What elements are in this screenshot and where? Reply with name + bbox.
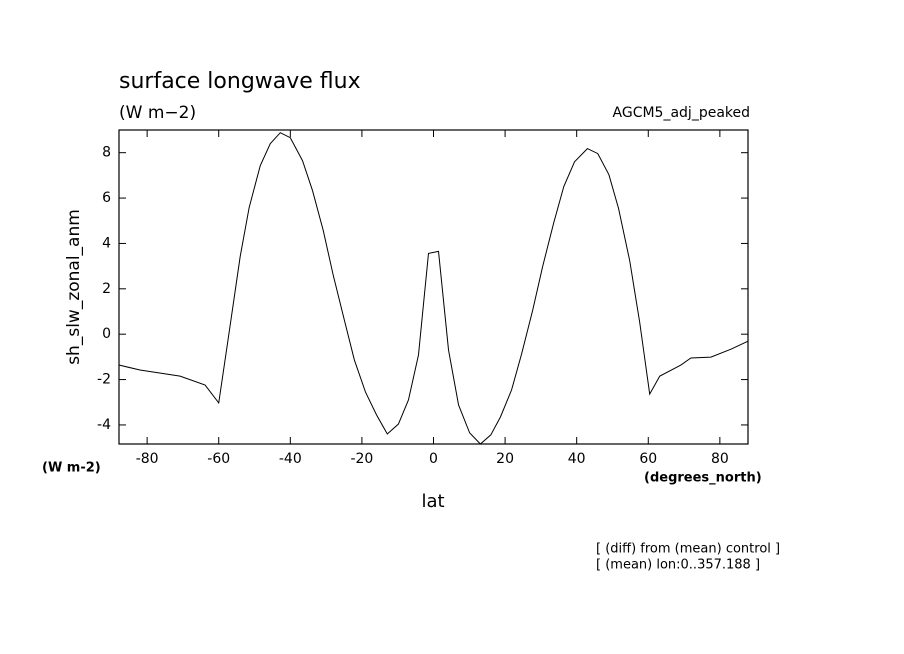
dataset-label: AGCM5_adj_peaked: [613, 105, 750, 121]
x-tick-label: 20: [496, 451, 514, 467]
note: [ (mean) lon:0..357.188 ]: [596, 558, 760, 573]
x-tick-label: 40: [568, 451, 586, 467]
x-tick-label: 0: [429, 451, 438, 467]
chart-title: surface longwave flux: [119, 69, 361, 94]
x-tick-label: -60: [207, 451, 230, 467]
x-tick-label: -80: [136, 451, 159, 467]
x-axis-label: lat: [421, 491, 444, 512]
chart-subtitle: (W m−2): [119, 103, 196, 123]
data-line: [118, 132, 749, 445]
y-tick-label: -4: [97, 417, 111, 433]
y-axis-label: sh_slw_zonal_anm: [64, 209, 84, 365]
y-tick-label: 0: [102, 326, 111, 342]
y-tick-label: 6: [102, 190, 111, 206]
x-tick-label: 80: [711, 451, 729, 467]
x-tick-label: -20: [350, 451, 373, 467]
y-tick-label: 2: [102, 281, 111, 297]
x-tick-label: 60: [639, 451, 657, 467]
y-units: (W m-2): [42, 461, 101, 476]
y-tick-label: 4: [102, 235, 111, 251]
note: [ (diff) from (mean) control ]: [596, 542, 780, 557]
x-units: (degrees_north): [644, 471, 762, 486]
y-tick-label: 8: [102, 145, 111, 161]
x-tick-label: -40: [279, 451, 302, 467]
plot-frame: [118, 129, 749, 445]
y-tick-label: -2: [97, 372, 111, 388]
